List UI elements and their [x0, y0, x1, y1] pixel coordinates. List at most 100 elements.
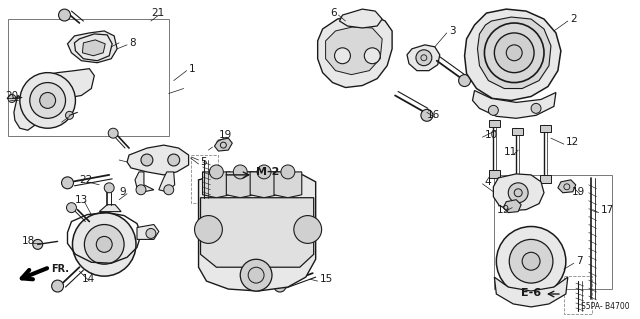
Text: 7: 7: [576, 256, 582, 266]
Polygon shape: [512, 178, 523, 186]
Circle shape: [234, 165, 247, 179]
Polygon shape: [503, 200, 521, 212]
Circle shape: [421, 55, 427, 61]
Polygon shape: [159, 172, 175, 192]
Bar: [191, 155, 218, 203]
Text: 9: 9: [119, 187, 125, 197]
Polygon shape: [472, 91, 556, 118]
Text: 19: 19: [218, 130, 232, 140]
Text: 13: 13: [74, 195, 88, 205]
Polygon shape: [407, 45, 440, 70]
Circle shape: [61, 177, 74, 189]
Polygon shape: [540, 125, 551, 132]
Polygon shape: [512, 128, 523, 135]
Text: 19: 19: [572, 187, 585, 197]
Circle shape: [506, 45, 522, 61]
Circle shape: [421, 109, 433, 121]
Circle shape: [141, 154, 153, 166]
Circle shape: [84, 225, 124, 264]
Text: FR.: FR.: [52, 264, 70, 274]
Circle shape: [294, 216, 322, 243]
Polygon shape: [198, 172, 316, 291]
Polygon shape: [14, 95, 40, 130]
Circle shape: [164, 185, 173, 195]
Polygon shape: [558, 180, 576, 193]
Circle shape: [136, 185, 146, 195]
Polygon shape: [74, 34, 112, 61]
Circle shape: [240, 259, 272, 291]
Polygon shape: [326, 27, 382, 75]
Polygon shape: [227, 172, 254, 198]
Text: 8: 8: [129, 38, 136, 48]
Polygon shape: [339, 9, 382, 28]
Polygon shape: [493, 174, 544, 211]
Text: S5PA- B4700: S5PA- B4700: [580, 302, 629, 311]
Polygon shape: [317, 15, 392, 87]
Text: 12: 12: [566, 137, 579, 147]
Polygon shape: [127, 145, 189, 175]
Text: 22: 22: [79, 175, 93, 185]
Circle shape: [509, 240, 553, 283]
Circle shape: [146, 228, 156, 238]
Text: 18: 18: [22, 236, 35, 246]
Text: 6: 6: [331, 8, 337, 18]
Circle shape: [33, 240, 43, 249]
Circle shape: [59, 9, 70, 21]
Circle shape: [488, 105, 499, 115]
Text: M-2: M-2: [256, 167, 280, 177]
Polygon shape: [465, 9, 561, 100]
Circle shape: [40, 93, 56, 108]
Text: 11: 11: [504, 147, 518, 157]
Circle shape: [72, 212, 136, 276]
Circle shape: [522, 252, 540, 270]
Circle shape: [65, 111, 74, 119]
Polygon shape: [202, 172, 230, 198]
Polygon shape: [67, 31, 117, 63]
Circle shape: [67, 203, 76, 212]
Polygon shape: [490, 170, 500, 178]
Polygon shape: [490, 120, 500, 127]
Polygon shape: [135, 172, 154, 192]
Bar: [494, 175, 611, 289]
Bar: [8, 19, 169, 136]
Circle shape: [257, 165, 271, 179]
Polygon shape: [83, 40, 105, 56]
Text: 21: 21: [151, 8, 164, 18]
Circle shape: [168, 154, 180, 166]
Polygon shape: [250, 172, 278, 198]
Circle shape: [459, 75, 470, 86]
Circle shape: [494, 33, 534, 73]
Polygon shape: [540, 175, 551, 183]
Circle shape: [281, 165, 295, 179]
Text: 17: 17: [600, 204, 614, 215]
Circle shape: [364, 48, 380, 64]
Bar: [564, 276, 591, 314]
Text: 14: 14: [81, 274, 95, 284]
Circle shape: [209, 165, 223, 179]
Text: 2: 2: [570, 14, 577, 24]
Polygon shape: [274, 172, 302, 198]
Text: 3: 3: [449, 26, 455, 36]
Circle shape: [335, 48, 351, 64]
Text: 20: 20: [5, 92, 18, 101]
Polygon shape: [214, 138, 232, 151]
Circle shape: [8, 94, 16, 102]
Polygon shape: [494, 277, 568, 307]
Circle shape: [274, 280, 286, 292]
Circle shape: [514, 189, 522, 197]
Circle shape: [248, 267, 264, 283]
Circle shape: [104, 183, 114, 193]
Polygon shape: [477, 17, 551, 88]
Text: 16: 16: [427, 110, 440, 120]
Text: 4: 4: [484, 177, 491, 187]
Text: 1: 1: [189, 64, 195, 74]
Circle shape: [195, 216, 222, 243]
Polygon shape: [99, 205, 121, 211]
Polygon shape: [35, 69, 94, 99]
Circle shape: [30, 83, 65, 118]
Polygon shape: [137, 225, 159, 240]
Circle shape: [531, 103, 541, 113]
Text: 10: 10: [484, 130, 497, 140]
Circle shape: [508, 183, 528, 203]
Text: 19: 19: [497, 204, 509, 215]
